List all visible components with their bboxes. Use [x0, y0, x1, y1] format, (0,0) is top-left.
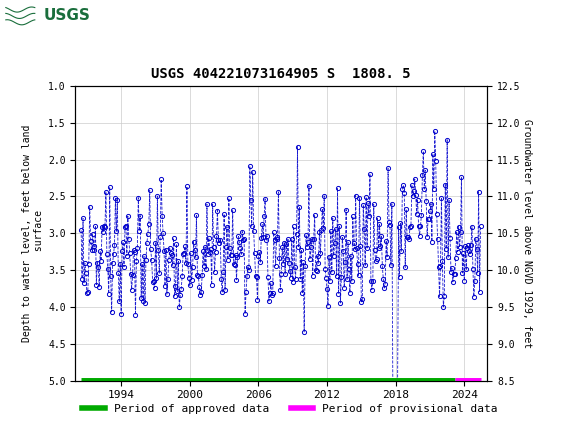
- Y-axis label: Depth to water level, feet below land
 surface: Depth to water level, feet below land su…: [22, 125, 44, 342]
- Y-axis label: Groundwater level above NGVD 1929, feet: Groundwater level above NGVD 1929, feet: [521, 119, 531, 348]
- Text: USGS: USGS: [44, 9, 90, 23]
- Legend: Period of approved data, Period of provisional data: Period of approved data, Period of provi…: [78, 399, 502, 418]
- Bar: [3, 2, 102, 30]
- Title: USGS 404221073164905 S  1808. 5: USGS 404221073164905 S 1808. 5: [151, 67, 411, 81]
